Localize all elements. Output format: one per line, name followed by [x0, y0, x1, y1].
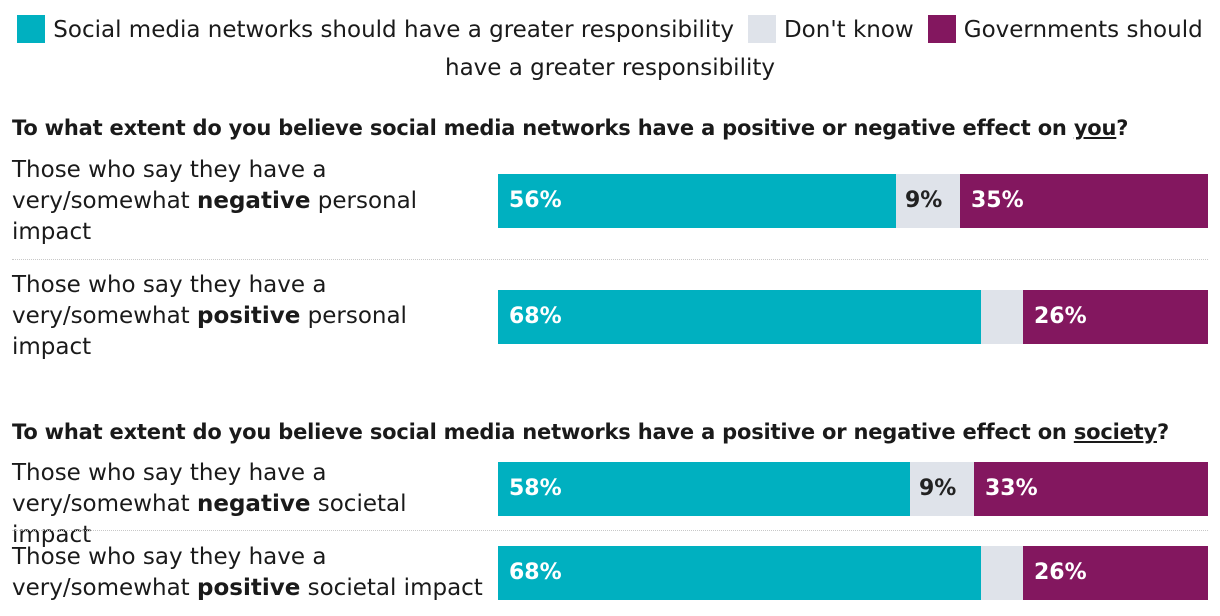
legend-label-gov-1: Governments should — [963, 16, 1203, 43]
row-label-3-pre: Those who say they have a very/somewhat — [12, 460, 327, 517]
row-label-4-pre: Those who say they have a very/somewhat — [12, 544, 327, 601]
row-label-2-pre: Those who say they have a very/somewhat — [12, 272, 327, 329]
question-society-prefix: To what extent do you believe social med… — [12, 420, 1074, 444]
legend-swatch-dontknow — [747, 14, 776, 43]
question-society: To what extent do you believe social med… — [12, 420, 1169, 444]
row-label-1-post: personal impact — [12, 188, 418, 245]
row-label-2: Those who say they have a very/somewhat … — [12, 270, 492, 363]
legend-label-gov-2: have a greater responsibility — [445, 54, 775, 81]
question-you-emphasis: you — [1073, 116, 1117, 140]
bar-1-segment-social — [498, 174, 896, 228]
bar-1-label-social: 56% — [509, 188, 562, 213]
bar-2-segment-social — [498, 290, 981, 344]
legend-line-2: have a greater responsibility — [0, 49, 1220, 87]
row-label-4-post: societal impact — [300, 575, 483, 601]
bar-1: 56% 9% 35% — [498, 174, 1208, 228]
legend-item-dontknow: Don't know — [747, 11, 914, 49]
bar-2-segment-gov — [1023, 290, 1208, 344]
bar-2-segment-dontknow — [981, 290, 1023, 344]
bar-3: 58% 9% 33% — [498, 462, 1208, 516]
legend-label-social: Social media networks should have a grea… — [53, 16, 734, 43]
legend-line-1: Social media networks should have a grea… — [0, 10, 1220, 49]
bar-1-label-gov: 35% — [971, 188, 1024, 213]
row-label-1-pre: Those who say they have a very/somewhat — [12, 157, 327, 214]
row-label-2-bold: positive — [197, 303, 301, 329]
question-society-emphasis: society — [1073, 420, 1157, 444]
row-label-1-bold: negative — [197, 188, 311, 214]
bar-3-label-gov: 33% — [985, 476, 1038, 501]
question-society-suffix: ? — [1156, 420, 1169, 444]
bar-1-segment-gov — [960, 174, 1208, 228]
bar-1-label-dontknow: 9% — [905, 188, 943, 213]
question-you-prefix: To what extent do you believe social med… — [12, 116, 1074, 140]
bar-2: 68% 26% — [498, 290, 1208, 344]
bar-3-segment-social — [498, 462, 910, 516]
legend: Social media networks should have a grea… — [0, 10, 1220, 87]
legend-swatch-social — [17, 14, 46, 43]
bar-3-segment-gov — [974, 462, 1208, 516]
legend-label-dontknow: Don't know — [783, 16, 914, 43]
bar-4-segment-dontknow — [981, 546, 1023, 600]
row-label-3-post: societal impact — [12, 491, 407, 548]
legend-item-social: Social media networks should have a grea… — [17, 11, 734, 49]
divider-2 — [12, 530, 1208, 531]
question-you: To what extent do you believe social med… — [12, 116, 1128, 140]
bar-2-label-social: 68% — [509, 304, 562, 329]
legend-item-gov: Governments should — [927, 11, 1203, 49]
bar-3-label-social: 58% — [509, 476, 562, 501]
row-label-1: Those who say they have a very/somewhat … — [12, 155, 492, 248]
row-label-3: Those who say they have a very/somewhat … — [12, 458, 492, 551]
bar-4-segment-social — [498, 546, 981, 600]
divider-1 — [12, 259, 1208, 260]
row-label-4-bold: positive — [197, 575, 301, 601]
bar-2-label-gov: 26% — [1034, 304, 1087, 329]
row-label-4: Those who say they have a very/somewhat … — [12, 542, 492, 604]
legend-swatch-gov — [927, 14, 956, 43]
bar-3-segment-dontknow — [910, 462, 974, 516]
bar-4-label-gov: 26% — [1034, 560, 1087, 585]
bar-4-label-social: 68% — [509, 560, 562, 585]
question-you-suffix: ? — [1116, 116, 1129, 140]
bar-4-segment-gov — [1023, 546, 1208, 600]
bar-4: 68% 26% — [498, 546, 1208, 600]
bar-3-label-dontknow: 9% — [919, 476, 957, 501]
row-label-2-post: personal impact — [12, 303, 407, 360]
bar-1-segment-dontknow — [896, 174, 960, 228]
row-label-3-bold: negative — [197, 491, 311, 517]
